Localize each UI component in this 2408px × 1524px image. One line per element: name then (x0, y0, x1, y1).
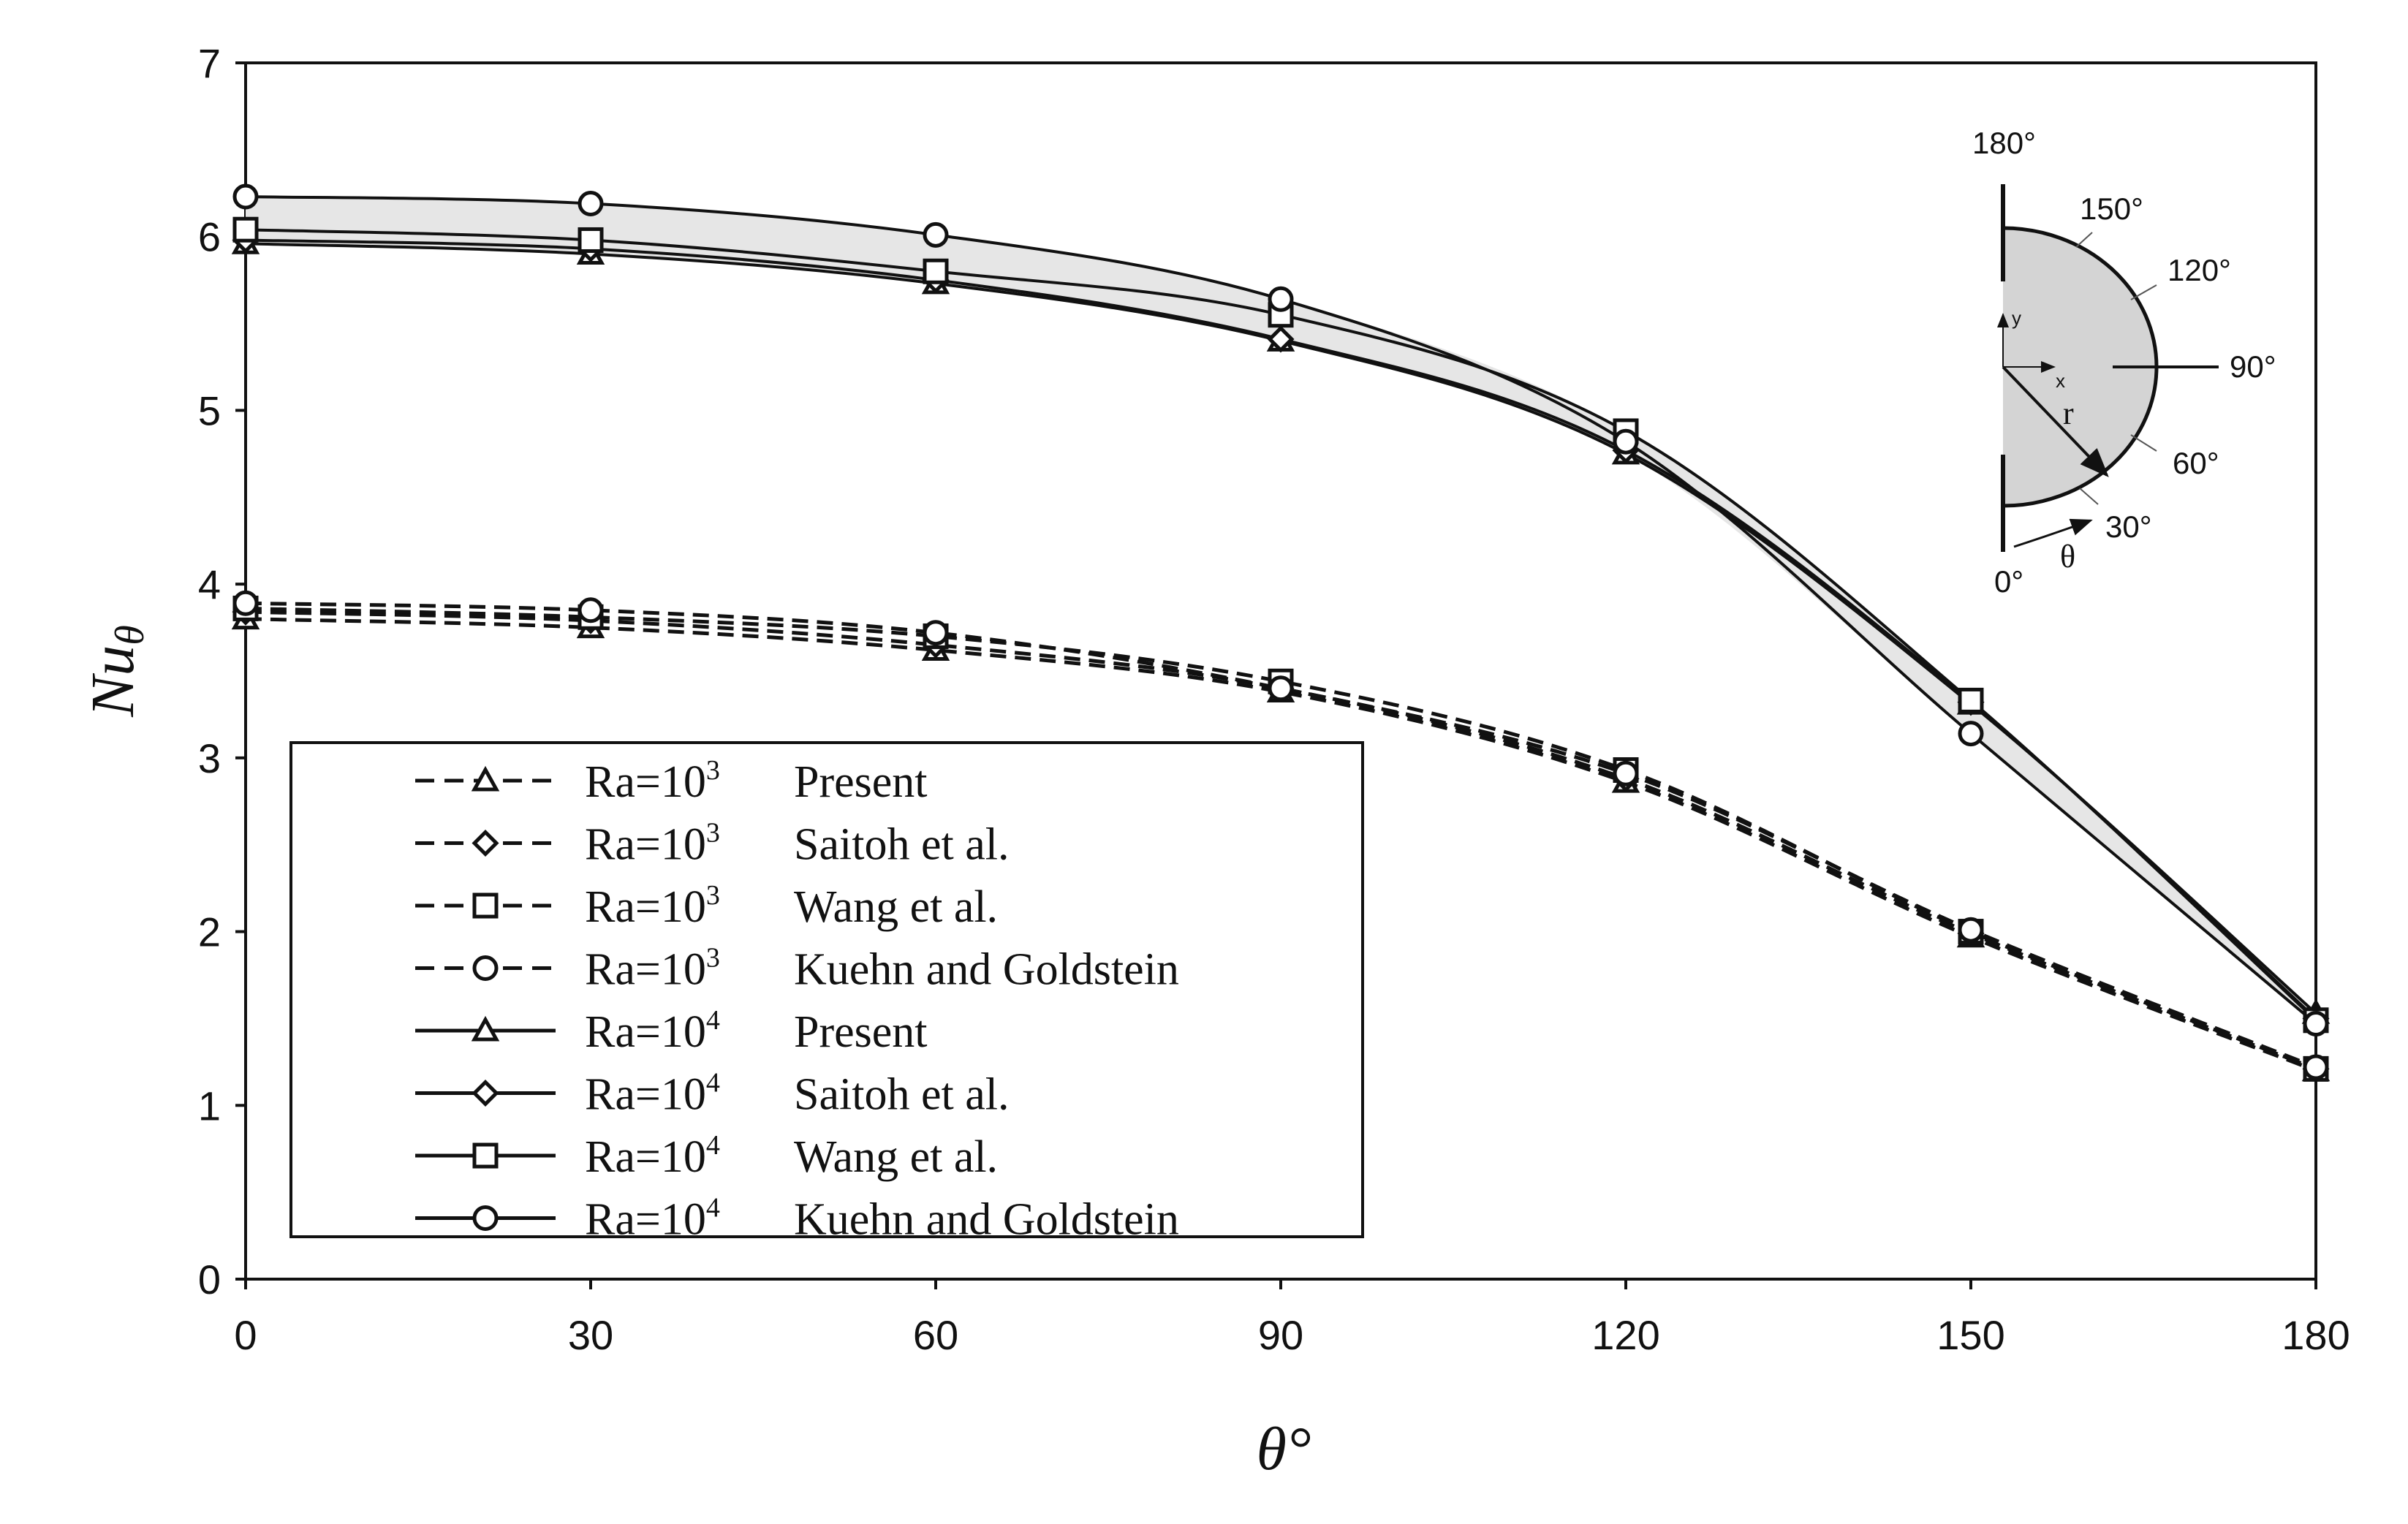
legend-source-label: Kuehn and Goldstein (794, 1195, 1179, 1245)
data-point-circle (1268, 286, 1294, 312)
inset-label-x: x (2056, 370, 2065, 392)
inset-label-180: 180° (1972, 126, 2036, 160)
theta-arrow (2013, 518, 2093, 548)
radius-arrow (2002, 365, 2109, 477)
data-point-square (923, 258, 949, 284)
y-tick-label: 3 (198, 735, 221, 781)
legend-item: Ra=103 Saitoh et al. (415, 818, 1009, 870)
legend-item: Ra=103 Present (415, 755, 928, 807)
series-ra4-circle (232, 183, 2329, 1037)
legend-items: Ra=103 Present Ra=103 Saitoh et al. Ra=103 Wa… (415, 755, 1179, 1245)
legend-marker-square (472, 1142, 499, 1169)
legend: Ra=103 Present Ra=103 Saitoh et al. Ra=103 Wa… (289, 741, 1364, 1245)
legend-ra-label: Ra=103 (585, 818, 720, 870)
inset-label-y: y (2012, 307, 2021, 329)
inset-label-150: 150° (2080, 192, 2143, 226)
legend-ra-label: Ra=103 (585, 943, 720, 995)
x-tick-label: 0 (234, 1312, 257, 1358)
legend-source-label: Present (794, 1007, 928, 1057)
y-axis-title-sub: θ (107, 625, 153, 645)
legend-marker-circle (472, 955, 499, 981)
data-point-circle (2303, 1011, 2329, 1037)
legend-item: Ra=104 Kuehn and Goldstein (415, 1193, 1179, 1245)
legend-ra-label: Ra=104 (585, 1068, 720, 1120)
data-point-circle (923, 221, 949, 248)
legend-source-label: Present (794, 757, 928, 807)
legend-source-label: Wang et al. (794, 1132, 998, 1182)
legend-item: Ra=103 Kuehn and Goldstein (415, 943, 1179, 995)
x-tick-label: 30 (568, 1312, 613, 1358)
legend-marker-triangle (471, 765, 500, 792)
data-point-circle (923, 620, 949, 646)
tick-150 (2075, 232, 2093, 248)
data-point-circle (232, 183, 259, 210)
data-point-circle (1268, 675, 1294, 702)
x-tick-label: 150 (1936, 1312, 2004, 1358)
inset-label-theta: θ (2060, 539, 2075, 575)
data-point-circle (1958, 721, 1984, 747)
y-axis-title-main: Nu (79, 645, 147, 718)
y-tick-label: 2 (198, 909, 221, 955)
inset-label-60: 60° (2173, 446, 2219, 480)
legend-marker-diamond (472, 1079, 499, 1107)
inset-label-0: 0° (1994, 564, 2023, 599)
x-tick-label: 60 (913, 1312, 958, 1358)
tick-30 (2079, 488, 2099, 505)
x-tick-label: 90 (1258, 1312, 1303, 1358)
data-point-square (578, 227, 604, 253)
data-point-circle (232, 590, 259, 616)
legend-source-label: Saitoh et al. (794, 820, 1009, 870)
tick-60 (2130, 434, 2157, 452)
series-layer (231, 183, 2331, 1083)
x-tick-label: 120 (1591, 1312, 1659, 1358)
x-tick-label: 180 (2282, 1312, 2350, 1358)
legend-item: Ra=104 Present (415, 1005, 928, 1057)
data-point-circle (578, 597, 604, 623)
y-tick-label: 5 (198, 387, 221, 433)
y-tick-label: 7 (198, 40, 221, 86)
legend-ra-label: Ra=104 (585, 1005, 720, 1057)
semicircle-shape (2003, 228, 2157, 506)
legend-item: Ra=104 Saitoh et al. (415, 1068, 1009, 1120)
y-axis-title: Nuθ (79, 625, 153, 718)
y-tick-label: 0 (198, 1256, 221, 1303)
axis-ticks: 0 1 2 3 4 5 6 7 0 30 60 90 120 150 180 (198, 40, 2350, 1358)
legend-marker-square (472, 892, 499, 919)
legend-source-label: Kuehn and Goldstein (794, 945, 1179, 995)
tick-120 (2130, 284, 2157, 300)
legend-item: Ra=103 Wang et al. (415, 880, 998, 932)
inset-diagram: 180° 150° 120° 90° 60° 30° 0° x y r θ (1972, 126, 2276, 599)
legend-source-label: Saitoh et al. (794, 1070, 1009, 1120)
y-tick-label: 6 (198, 214, 221, 260)
y-tick-label: 1 (198, 1083, 221, 1129)
data-point-circle (1958, 917, 1984, 943)
legend-ra-label: Ra=103 (585, 880, 720, 932)
inset-label-30: 30° (2105, 509, 2152, 544)
inset-label-90: 90° (2230, 349, 2276, 384)
data-point-circle (2303, 1054, 2329, 1080)
legend-source-label: Wang et al. (794, 882, 998, 932)
data-point-circle (578, 191, 604, 217)
x-axis-title: θ° (1257, 1415, 1311, 1483)
legend-marker-diamond (472, 829, 499, 857)
legend-marker-triangle (471, 1015, 500, 1042)
y-tick-label: 4 (198, 561, 221, 607)
data-point-circle (1613, 428, 1639, 455)
legend-ra-label: Ra=104 (585, 1130, 720, 1182)
legend-ra-label: Ra=103 (585, 755, 720, 807)
data-point-square (232, 216, 259, 243)
legend-item: Ra=104 Wang et al. (415, 1130, 998, 1182)
legend-marker-circle (472, 1205, 499, 1231)
data-point-circle (1613, 760, 1639, 786)
inset-label-r: r (2063, 395, 2074, 431)
inset-label-120: 120° (2167, 253, 2231, 287)
legend-ra-label: Ra=104 (585, 1193, 720, 1245)
data-point-square (1958, 687, 1984, 713)
data-point-diamond (1267, 325, 1295, 353)
series-ra3-circle (232, 590, 2329, 1080)
